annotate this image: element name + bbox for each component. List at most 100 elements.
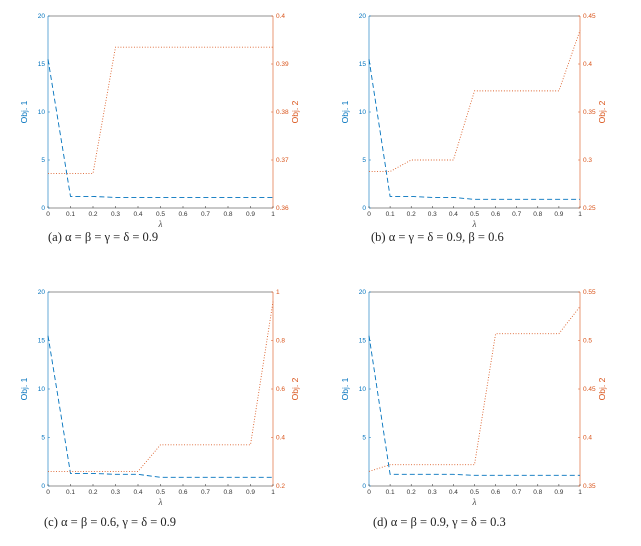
y-left-axis-label: Obj. 1: [19, 377, 29, 400]
y-right-tick-label: 0.45: [583, 13, 596, 20]
x-tick-label: 0.6: [491, 489, 500, 496]
y-right-tick-label: 0.45: [583, 386, 596, 393]
y-left-tick-label: 5: [41, 435, 45, 442]
x-tick-label: 0.5: [156, 211, 165, 218]
x-tick-label: 0.1: [386, 489, 395, 496]
y-right-axis-label: Obj. 2: [597, 377, 607, 400]
x-tick-label: 0.7: [201, 489, 210, 496]
y-right-tick-label: 0.36: [276, 205, 289, 212]
x-axis-label: λ: [472, 219, 477, 229]
x-tick-label: 0.8: [533, 489, 542, 496]
y-left-tick-label: 10: [359, 109, 367, 116]
x-tick-label: 0.9: [246, 489, 255, 496]
x-tick-label: 0.3: [111, 211, 120, 218]
y-right-axis-label: Obj. 2: [597, 100, 607, 123]
y-left-tick-label: 5: [41, 157, 45, 164]
x-tick-label: 1: [578, 489, 582, 496]
x-tick-label: 0: [46, 489, 50, 496]
y-left-axis-label: Obj. 1: [340, 377, 350, 400]
x-tick-label: 0.4: [449, 211, 458, 218]
x-tick-label: 0.7: [512, 489, 521, 496]
y-left-tick-label: 10: [38, 386, 46, 393]
y-left-tick-label: 15: [38, 61, 46, 68]
x-tick-label: 0.1: [386, 211, 395, 218]
chart-panel-2: 0 0.1 0.2 0.3 0.4 0.5 0.6 0.7 0.8 0.9 1051015200.2…: [340, 13, 607, 244]
series-line-obj2: [369, 30, 581, 172]
y-left-tick-label: 0: [362, 205, 366, 212]
y-right-tick-label: 0.4: [276, 13, 285, 20]
chart-panel-1: 0 0.1 0.2 0.3 0.4 0.5 0.6 0.7 0.8 0.9 1051015200.3…: [19, 13, 300, 244]
y-right-tick-label: 0.55: [583, 289, 596, 296]
x-tick-label: 0.7: [512, 211, 521, 218]
series-line-obj1: [47, 59, 273, 198]
y-right-axis-label: Obj. 2: [290, 377, 300, 400]
x-tick-label: 0.2: [88, 211, 97, 218]
y-right-tick-label: 0.39: [276, 61, 289, 68]
x-tick-label: 0.5: [470, 489, 479, 496]
y-right-tick-label: 0.4: [583, 61, 592, 68]
x-tick-label: 0.3: [111, 489, 120, 496]
x-tick-label: 0.2: [407, 489, 416, 496]
y-right-tick-label: 0.25: [583, 205, 596, 212]
y-left-tick-label: 20: [38, 13, 46, 20]
y-right-tick-label: 0.2: [276, 483, 285, 490]
y-left-tick-label: 5: [362, 157, 366, 164]
y-right-tick-label: 0.35: [583, 109, 596, 116]
series-line-obj2: [48, 301, 274, 472]
y-left-tick-label: 10: [359, 386, 367, 393]
x-tick-label: 0.3: [428, 211, 437, 218]
x-tick-label: 0.1: [66, 489, 75, 496]
y-left-tick-label: 15: [38, 338, 46, 345]
x-tick-label: 0.2: [88, 489, 97, 496]
y-left-tick-label: 20: [359, 13, 367, 20]
y-right-tick-label: 0.8: [276, 338, 285, 345]
y-left-tick-label: 10: [38, 109, 46, 116]
x-tick-label: 0.5: [470, 211, 479, 218]
y-left-tick-label: 0: [362, 483, 366, 490]
x-axis-label: λ: [158, 497, 163, 507]
y-left-axis-label: Obj. 1: [19, 100, 29, 123]
x-axis-label: λ: [158, 219, 163, 229]
x-tick-label: 0.9: [554, 489, 563, 496]
chart-panel-4: 0 0.1 0.2 0.3 0.4 0.5 0.6 0.7 0.8 0.9 1051015200.3…: [340, 289, 607, 529]
x-tick-label: 0.7: [201, 211, 210, 218]
x-tick-label: 0.4: [133, 489, 142, 496]
x-tick-label: 0.8: [223, 489, 232, 496]
x-tick-label: 0.1: [66, 211, 75, 218]
y-left-tick-label: 5: [362, 435, 366, 442]
x-tick-label: 0.3: [428, 489, 437, 496]
y-right-tick-label: 0.4: [276, 435, 285, 442]
x-tick-label: 0.6: [491, 211, 500, 218]
chart-panel-3: 0 0.1 0.2 0.3 0.4 0.5 0.6 0.7 0.8 0.9 1051015200.2…: [19, 289, 300, 529]
subfigure-caption: (d) α = β = 0.9, γ = δ = 0.3: [373, 515, 506, 529]
x-tick-label: 1: [271, 211, 275, 218]
y-left-tick-label: 0: [41, 483, 45, 490]
x-tick-label: 0.9: [246, 211, 255, 218]
series-line-obj1: [47, 335, 273, 478]
y-right-tick-label: 0.38: [276, 109, 289, 116]
x-axis-label: λ: [472, 497, 477, 507]
y-right-tick-label: 0.4: [583, 435, 592, 442]
x-tick-label: 0.2: [407, 211, 416, 218]
x-tick-label: 0.4: [449, 489, 458, 496]
x-tick-label: 0: [367, 211, 371, 218]
x-tick-label: 0.4: [133, 211, 142, 218]
x-tick-label: 0.5: [156, 489, 165, 496]
y-right-tick-label: 1: [276, 289, 280, 296]
y-right-tick-label: 0.3: [583, 157, 592, 164]
x-tick-label: 0.6: [178, 211, 187, 218]
y-left-tick-label: 20: [359, 289, 367, 296]
y-left-tick-label: 0: [41, 205, 45, 212]
y-left-tick-label: 20: [38, 289, 46, 296]
y-right-tick-label: 0.5: [583, 338, 592, 345]
x-tick-label: 0: [46, 211, 50, 218]
x-tick-label: 0: [367, 489, 371, 496]
y-right-axis-label: Obj. 2: [290, 100, 300, 123]
x-tick-label: 0.6: [178, 489, 187, 496]
x-tick-label: 1: [271, 489, 275, 496]
y-right-tick-label: 0.35: [583, 483, 596, 490]
y-left-tick-label: 15: [359, 338, 367, 345]
x-tick-label: 0.8: [223, 211, 232, 218]
y-right-tick-label: 0.6: [276, 386, 285, 393]
